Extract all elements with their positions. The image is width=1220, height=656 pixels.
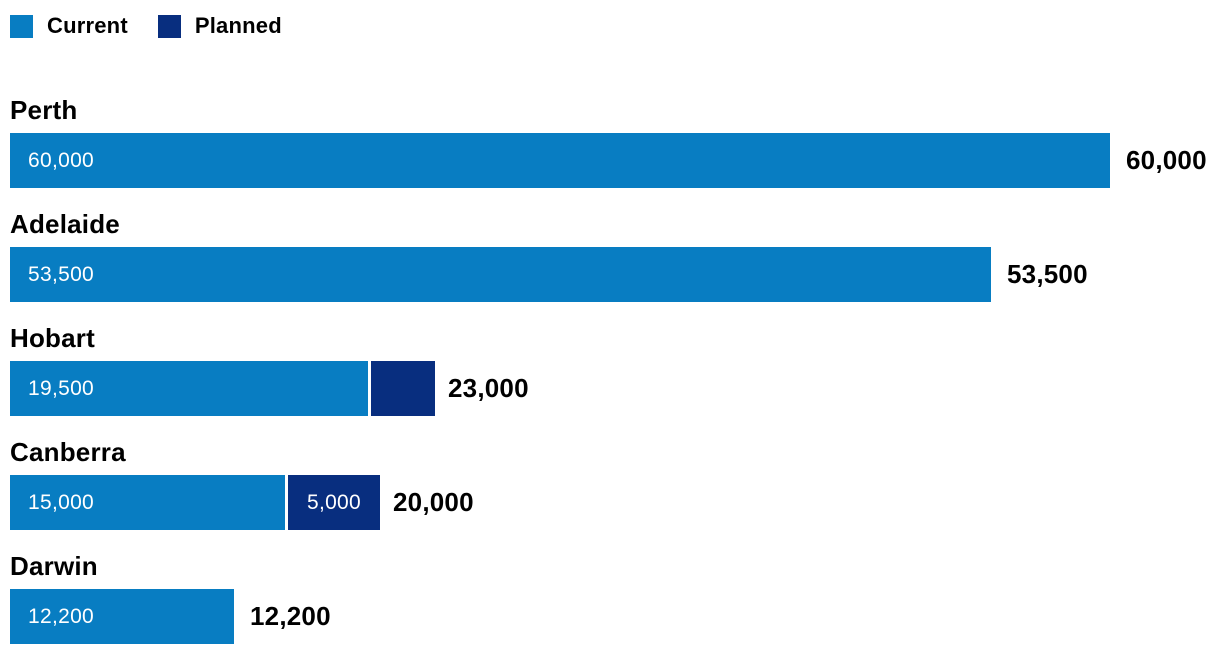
chart-row: Adelaide 53,500 53,500 — [10, 207, 1220, 317]
legend-item-planned: Planned — [157, 13, 282, 39]
bar-track: 53,500 53,500 — [10, 247, 1220, 302]
legend-label-planned: Planned — [194, 13, 282, 38]
legend: Current Planned — [10, 13, 282, 39]
category-label: Darwin — [10, 551, 98, 581]
current-bar-segment[interactable]: 60,000 — [10, 133, 1110, 188]
bar-track: 15,000 5,000 20,000 — [10, 475, 1220, 530]
current-value-label: 60,000 — [28, 148, 95, 172]
total-value-label: 23,000 — [448, 373, 529, 403]
current-bar-segment[interactable]: 53,500 — [10, 247, 991, 302]
total-value-label: 60,000 — [1126, 145, 1207, 175]
category-label: Perth — [10, 95, 78, 125]
current-bar-segment[interactable]: 15,000 — [10, 475, 285, 530]
current-value-label: 53,500 — [28, 262, 95, 286]
legend-item-current: Current — [10, 13, 128, 39]
current-value-label: 15,000 — [28, 490, 95, 514]
planned-bar-segment[interactable] — [371, 361, 435, 416]
current-swatch-icon — [10, 14, 33, 38]
planned-bar-segment[interactable]: 5,000 — [288, 475, 380, 530]
total-value-label: 20,000 — [393, 487, 474, 517]
total-value-label: 53,500 — [1007, 259, 1088, 289]
chart-row: Canberra 15,000 5,000 20,000 — [10, 435, 1220, 545]
total-value-label: 12,200 — [250, 601, 331, 631]
planned-value-label: 5,000 — [306, 490, 362, 514]
chart-row: Darwin 12,200 12,200 — [10, 549, 1220, 656]
bar-track: 60,000 60,000 — [10, 133, 1220, 188]
category-label: Adelaide — [10, 209, 120, 239]
current-bar-segment[interactable]: 12,200 — [10, 589, 234, 644]
category-label: Canberra — [10, 437, 126, 467]
current-value-label: 12,200 — [28, 604, 95, 628]
category-label: Hobart — [10, 323, 95, 353]
bar-track: 12,200 12,200 — [10, 589, 1220, 644]
bar-track: 19,500 23,000 — [10, 361, 1220, 416]
planned-swatch-icon — [157, 14, 181, 38]
legend-label-current: Current — [47, 13, 128, 38]
current-value-label: 19,500 — [28, 376, 95, 400]
current-bar-segment[interactable]: 19,500 — [10, 361, 368, 416]
chart-row: Perth 60,000 60,000 — [10, 93, 1220, 203]
chart-row: Hobart 19,500 23,000 — [10, 321, 1220, 431]
